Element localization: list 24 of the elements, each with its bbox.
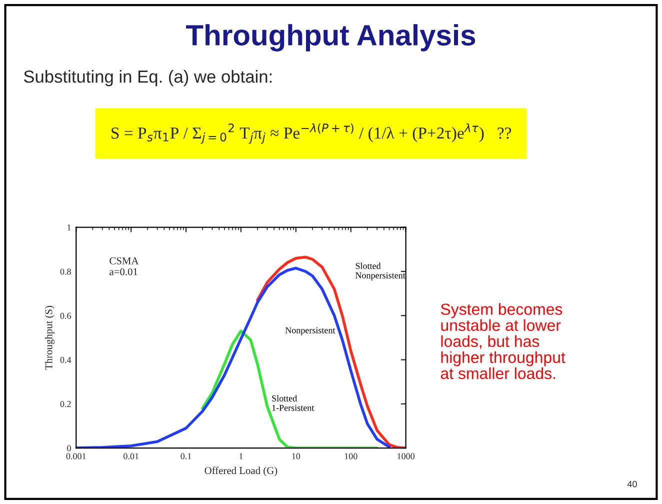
annotation: CSMA a=0.01	[110, 257, 139, 276]
y-tick-label: 1	[68, 224, 71, 230]
x-tick-label: 0.01	[124, 453, 138, 460]
y-tick-label: 0.6	[60, 312, 71, 319]
text: System becomes unstable at lower loads, but has higher throughput at smaller loads.	[440, 303, 566, 380]
series-label: Slotted 1-Persistent	[272, 395, 314, 411]
series-label: Nonpersistent	[285, 327, 336, 336]
y-tick-label: 0.2	[60, 401, 71, 408]
x-tick-label: 1	[240, 453, 243, 460]
x-tick-label: 0.1	[180, 453, 192, 460]
y-tick-label: 0	[67, 445, 71, 452]
chart-title: Throughput Analysis	[186, 24, 476, 52]
x-tick-label: 100	[344, 453, 358, 460]
text: 40	[627, 480, 637, 488]
text: Slotted Nonpersistent	[355, 262, 406, 280]
x-tick-label: 1000	[398, 453, 414, 460]
y-tick-label: 0.8	[60, 268, 71, 275]
y-tick-label: 0.4	[60, 356, 72, 364]
text: S = P$_{s}$π$_{1}$P / Σ$_{j=0}$$^{2}$ T$_{j}$π$_{j}$ ≈ Pe$^{−λ(P+τ)}$ / (1/λ + (P+2τ)e$^{λτ}$) ??	[112, 123, 512, 144]
x-tick-label: 0.001	[66, 453, 86, 460]
chart-subtitle: Substituting in Eq. (a) we obtain:	[24, 70, 272, 86]
y-axis-title: Throughput (S)	[44, 306, 54, 370]
x-axis-title: Offered Load (G)	[204, 466, 278, 476]
x-tick-label: 10	[292, 453, 300, 460]
